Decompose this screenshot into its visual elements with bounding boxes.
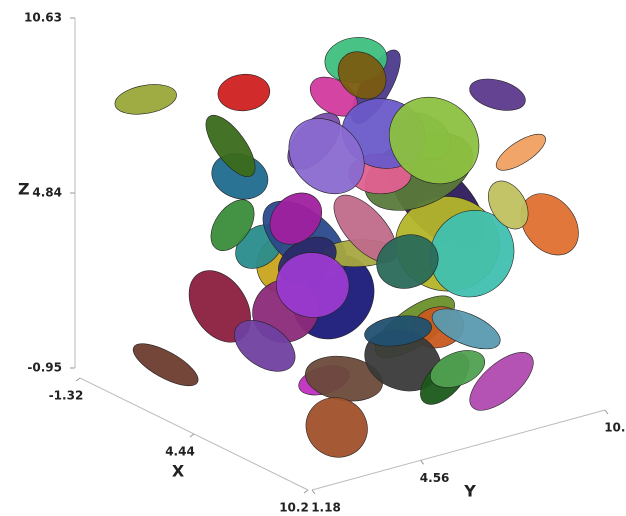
x-tick-label: 10.2	[279, 501, 309, 515]
y-tick	[312, 490, 315, 494]
x-tick	[76, 378, 80, 381]
disc	[491, 128, 551, 177]
z-tick-label: -0.95	[27, 361, 62, 375]
x-axis-title: X	[172, 462, 185, 481]
x-tick-label: -1.32	[49, 389, 84, 403]
z-axis-title: Z	[18, 180, 30, 199]
disc	[113, 80, 179, 118]
y-tick	[421, 460, 424, 464]
y-tick-label: 10.3	[604, 421, 626, 435]
disc	[127, 336, 203, 394]
chart: Z X Y -0.95 4.84 10.63 -1.32 4.44 10.21.18 4.5…	[0, 0, 626, 516]
z-tick-label: 4.84	[32, 186, 62, 200]
y-tick-label: 1.18	[311, 501, 341, 515]
y-tick	[605, 410, 608, 414]
z-tick-label: 10.63	[24, 11, 62, 25]
x-tick	[190, 434, 194, 437]
disc	[466, 73, 529, 115]
y-axis-title: Y	[463, 482, 476, 501]
y-tick-label: 4.56	[420, 471, 450, 485]
x-tick	[304, 490, 308, 493]
disc	[216, 72, 271, 113]
disc-cloud	[113, 34, 591, 469]
x-tick-label: 4.44	[165, 445, 195, 459]
